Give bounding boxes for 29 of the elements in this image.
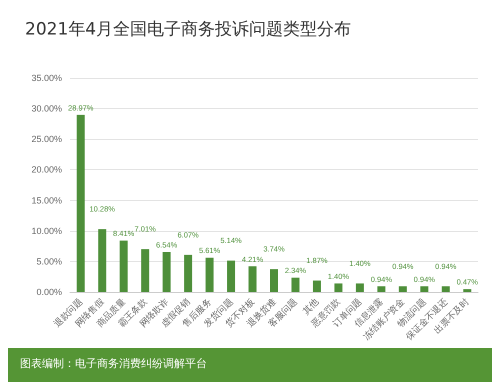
bar xyxy=(162,252,171,292)
y-tick-label: 5.00% xyxy=(36,256,62,266)
y-tick-label: 15.00% xyxy=(31,195,62,206)
bar xyxy=(398,286,407,292)
y-tick-label: 0.00% xyxy=(36,287,62,297)
bar xyxy=(356,283,364,292)
y-tick-label: 20.00% xyxy=(31,164,62,175)
bar xyxy=(248,266,257,292)
bar xyxy=(420,286,428,292)
bar xyxy=(141,249,150,292)
bar xyxy=(184,254,192,292)
text: 图表编制：电子商务消费纠纷调解平台 xyxy=(20,357,207,370)
bar xyxy=(377,286,386,292)
bar xyxy=(334,283,342,292)
bar xyxy=(120,240,128,292)
y-tick-label: 25.00% xyxy=(31,134,62,144)
bar xyxy=(291,278,300,292)
bar xyxy=(270,269,278,292)
bar xyxy=(76,114,85,292)
y-tick-label: 35.00% xyxy=(31,73,62,83)
bar xyxy=(227,260,236,292)
bar xyxy=(206,258,214,292)
bar xyxy=(442,286,450,292)
bar xyxy=(463,289,472,292)
chart-title: 2021年4月全国电子商务投诉问题类型分布 xyxy=(25,20,352,40)
bar xyxy=(98,229,106,292)
y-tick-label: 10.00% xyxy=(31,226,62,236)
y-tick-label: 30.00% xyxy=(31,104,62,114)
bar xyxy=(312,280,321,292)
